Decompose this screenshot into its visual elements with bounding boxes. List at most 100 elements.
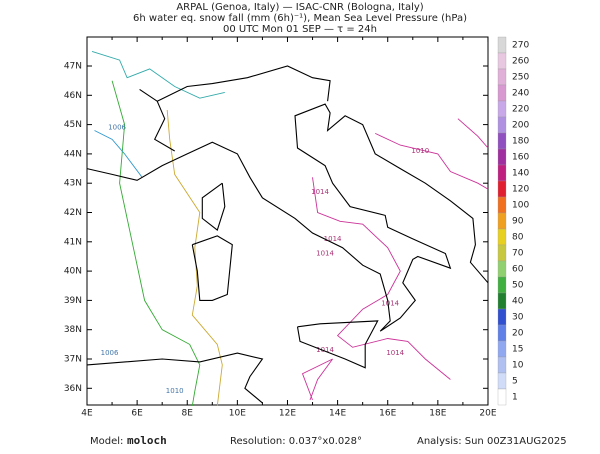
lon-label: 12E	[279, 409, 296, 419]
colorbar-label: 250	[512, 73, 529, 83]
coastline	[86, 103, 489, 332]
colorbar-label: 260	[512, 57, 529, 67]
colorbar-label: 10	[512, 361, 524, 371]
isobar	[94, 130, 143, 178]
contour-label: 1014	[381, 299, 399, 307]
lat-label: 45N	[64, 120, 82, 130]
colorbar-label: 30	[512, 313, 524, 323]
colorbar-label: 160	[512, 153, 529, 163]
lon-label: 10E	[229, 409, 246, 419]
colorbar-label: 120	[512, 185, 529, 195]
colorbar-swatch	[497, 36, 507, 54]
colorbar-swatch	[497, 84, 507, 102]
lon-label: 8E	[182, 409, 194, 419]
lon-label: 6E	[131, 409, 143, 419]
lon-label: 20E	[479, 409, 496, 419]
lat-label: 43N	[64, 179, 82, 189]
header-line: 6h water eq. snow fall (mm (6h)⁻¹), Mean…	[133, 13, 467, 24]
contour-label: 1010	[411, 147, 429, 155]
isobar	[375, 132, 489, 190]
lon-label: 14E	[329, 409, 346, 419]
isobar	[457, 118, 489, 149]
contour-label: 1014	[324, 235, 342, 243]
isobar	[111, 80, 201, 406]
footer-resolution: Resolution: 0.037°x0.028°	[230, 436, 362, 447]
colorbar-label: 220	[512, 105, 529, 115]
colorbar-swatch	[497, 196, 507, 214]
colorbar-swatch	[497, 372, 507, 390]
colorbar-swatch	[497, 324, 507, 342]
colorbar-swatch	[497, 164, 507, 182]
isobar	[301, 358, 333, 401]
contour-label: 1014	[316, 250, 334, 258]
lat-label: 41N	[64, 237, 82, 247]
lat-label: 46N	[64, 91, 82, 101]
colorbar-label: 50	[512, 281, 524, 291]
lon-label: 16E	[379, 409, 396, 419]
lat-label: 37N	[64, 355, 82, 365]
colorbar-label: 60	[512, 265, 524, 275]
coastline	[86, 352, 264, 404]
colorbar-swatch	[497, 292, 507, 310]
colorbar-swatch	[497, 68, 507, 86]
contour-label: 1014	[316, 346, 334, 354]
contour-label: 1006	[101, 349, 119, 357]
coastline	[191, 235, 233, 301]
colorbar-swatch	[497, 276, 507, 294]
coastlines	[86, 65, 489, 404]
lon-label: 18E	[429, 409, 446, 419]
footer-model-label: Model:	[90, 436, 123, 447]
lat-label: 42N	[64, 208, 82, 218]
colorbar-label: 5	[512, 377, 518, 387]
colorbar-swatch	[497, 100, 507, 118]
lon-label: 4E	[81, 409, 93, 419]
colorbar-swatch	[497, 148, 507, 166]
lat-label: 47N	[64, 62, 82, 72]
header-line: ARPAL (Genoa, Italy) — ISAC-CNR (Bologna…	[176, 2, 423, 13]
colorbar-label: 70	[512, 249, 524, 259]
lat-label: 44N	[64, 149, 82, 159]
colorbar-label: 1	[512, 393, 518, 403]
colorbar-swatch	[497, 340, 507, 358]
colorbar-label: 40	[512, 297, 524, 307]
colorbar-swatch	[497, 212, 507, 230]
colorbar-label: 200	[512, 121, 529, 131]
colorbar-label: 15	[512, 345, 523, 355]
colorbar-label: 270	[512, 41, 529, 51]
isobar	[312, 177, 451, 380]
colorbar-swatch	[497, 180, 507, 198]
lat-label: 38N	[64, 325, 82, 335]
colorbar-swatch	[497, 52, 507, 70]
lat-label: 36N	[64, 384, 82, 394]
colorbar-label: 180	[512, 137, 529, 147]
map-frame	[86, 36, 489, 406]
coastline	[139, 88, 175, 152]
footer-analysis: Analysis: Sun 00Z31AUG2025	[417, 436, 567, 447]
coastline	[296, 320, 379, 369]
isobar	[91, 50, 225, 99]
contour-label: 1014	[311, 188, 329, 196]
colorbar-swatch	[497, 388, 507, 406]
contour-label: 1014	[386, 349, 404, 357]
colorbar-swatch	[497, 308, 507, 326]
colorbar-label: 240	[512, 89, 529, 99]
colorbar-label: 80	[512, 233, 524, 243]
colorbar-swatch	[497, 244, 507, 262]
coastline	[201, 182, 226, 232]
contour-label: 1006	[108, 124, 126, 132]
colorbar-swatch	[497, 356, 507, 374]
colorbar-swatch	[497, 132, 507, 150]
footer-model: moloch	[127, 434, 167, 447]
lat-label: 40N	[64, 267, 82, 277]
colorbar-label: 100	[512, 201, 529, 211]
colorbar-label: 20	[512, 329, 524, 339]
coastline	[156, 65, 331, 102]
colorbar-swatch	[497, 260, 507, 278]
lat-label: 39N	[64, 296, 82, 306]
contour-label: 1010	[166, 387, 184, 395]
colorbar-label: 90	[512, 217, 524, 227]
header-line: 00 UTC Mon 01 SEP — τ = 24h	[223, 24, 377, 35]
colorbar-label: 140	[512, 169, 529, 179]
colorbar-swatch	[497, 228, 507, 246]
